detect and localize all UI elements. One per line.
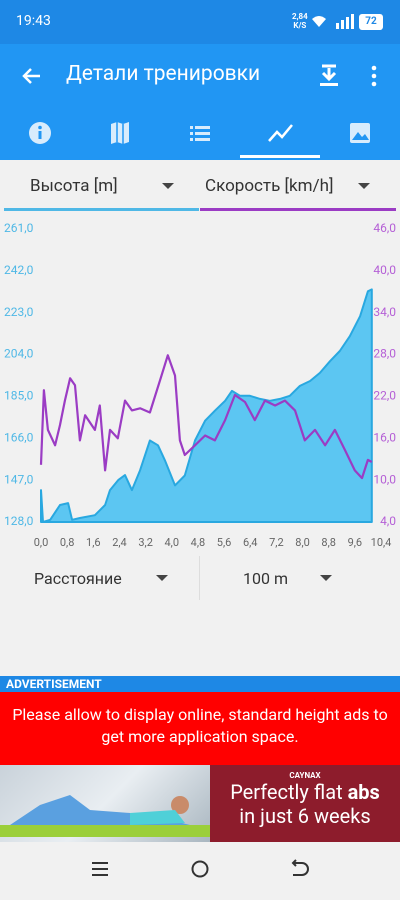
x-tick-label: 1,6 xyxy=(86,536,101,549)
dropdown-arrow xyxy=(156,575,168,581)
net-speed-value: 2,84 xyxy=(292,12,308,21)
y-tick-label: 166,0 xyxy=(4,430,34,444)
ad-headline-end: in just 6 weeks xyxy=(239,804,371,828)
tab-info[interactable] xyxy=(29,122,51,144)
divider xyxy=(199,556,200,600)
x-tick-label: 4,0 xyxy=(165,536,180,549)
left-series-selector[interactable]: Высота [m] xyxy=(0,160,199,212)
ad-headline-bold: abs xyxy=(347,780,380,804)
signal-icons xyxy=(312,14,354,29)
y2-tick-label: 10,0 xyxy=(373,472,396,486)
x-tick-label: 4,8 xyxy=(191,536,206,549)
y2-tick-label: 4,0 xyxy=(380,514,396,528)
tab-bar xyxy=(0,108,400,160)
nav-menu[interactable] xyxy=(92,862,108,876)
chart: 128,0 147,0 166,0 185,0 204,0 223,0 242,0 261,0… xyxy=(4,221,396,549)
ad-image-art xyxy=(0,795,210,837)
left-underline xyxy=(4,208,199,211)
x-tick-label: 9,6 xyxy=(348,536,363,549)
ad-label: ADVERTISEMENT xyxy=(6,677,102,691)
nav-bar xyxy=(0,842,400,896)
x-tick-label: 7,2 xyxy=(269,536,284,549)
x-axis-selector[interactable]: Расстояние xyxy=(0,560,200,600)
tab-icons xyxy=(29,122,370,158)
y-tick-label: 242,0 xyxy=(4,263,34,277)
interval-value: 100 m xyxy=(243,569,288,588)
nav-home[interactable] xyxy=(191,860,209,878)
ad-image[interactable] xyxy=(0,765,210,842)
y2-tick-label: 28,0 xyxy=(373,347,396,361)
left-series-name: Высота [m] xyxy=(30,176,118,196)
nav-icons xyxy=(92,859,309,878)
right-series-selector[interactable]: Скорость [km/h] xyxy=(200,160,400,212)
time: 19:43 xyxy=(16,13,51,29)
dropdown-arrow xyxy=(320,575,332,581)
x-tick-label: 3,2 xyxy=(138,536,153,549)
tab-list[interactable] xyxy=(190,126,210,141)
tab-photos[interactable] xyxy=(350,123,370,143)
x-tick-label: 5,6 xyxy=(217,536,232,549)
dropdown-arrow xyxy=(162,183,174,189)
menu-button[interactable] xyxy=(368,64,380,88)
y2-tick-label: 40,0 xyxy=(373,263,396,277)
app-bar: Детали тренировки xyxy=(0,44,400,108)
right-series-name: Скорость [km/h] xyxy=(205,176,334,196)
net-speed: 2,84 K/S xyxy=(292,12,308,30)
tab-chart[interactable] xyxy=(240,124,320,158)
ad-headline-1: Perfectly flat abs xyxy=(210,780,400,804)
ad-notice-box xyxy=(0,692,400,765)
back-button[interactable] xyxy=(20,64,44,88)
y2-tick-label: 16,0 xyxy=(373,430,396,444)
x-tick-label: 10,4 xyxy=(371,536,392,549)
speed-line xyxy=(39,354,373,480)
ad-banner[interactable]: CAYNAX Perfectly flat abs in just 6 week… xyxy=(210,765,400,842)
status-bar: 19:43 2,84 K/S 72 xyxy=(0,0,400,44)
y2-tick-label: 34,0 xyxy=(373,305,396,319)
ad-brand: CAYNAX xyxy=(289,771,321,780)
y2-tick-label: 22,0 xyxy=(373,389,396,403)
tab-map[interactable] xyxy=(111,122,129,144)
battery: 72 xyxy=(359,14,383,30)
x-tick-label: 8,8 xyxy=(321,536,336,549)
ad-notice: Please allow to display online, standard… xyxy=(12,705,388,746)
ad-label-bar: ADVERTISEMENT xyxy=(0,676,400,692)
y-tick-label: 223,0 xyxy=(4,305,34,319)
screen-title: Детали тренировки xyxy=(66,62,261,86)
net-speed-unit: K/S xyxy=(293,21,307,30)
dropdown-arrow xyxy=(358,183,370,189)
ad-headline-start: Perfectly flat xyxy=(230,780,343,804)
x-tick-label: 0,8 xyxy=(60,536,75,549)
x-tick-label: 8,0 xyxy=(295,536,310,549)
interval-selector[interactable]: 100 m xyxy=(200,560,400,600)
y-tick-label: 204,0 xyxy=(4,347,34,361)
right-underline xyxy=(200,208,396,211)
y-tick-label: 185,0 xyxy=(4,389,34,403)
x-axis-name: Расстояние xyxy=(34,569,122,588)
y-tick-label: 147,0 xyxy=(4,472,34,486)
download-button[interactable] xyxy=(318,64,340,88)
x-tick-label: 2,4 xyxy=(112,536,127,549)
x-tick-label: 6,4 xyxy=(243,536,258,549)
y-tick-label: 128,0 xyxy=(4,514,34,528)
elevation-area xyxy=(40,288,373,523)
x-tick-label: 0,0 xyxy=(34,536,49,549)
nav-back[interactable] xyxy=(291,859,309,876)
y-tick-label: 261,0 xyxy=(4,221,34,235)
y2-tick-label: 46,0 xyxy=(373,221,396,235)
